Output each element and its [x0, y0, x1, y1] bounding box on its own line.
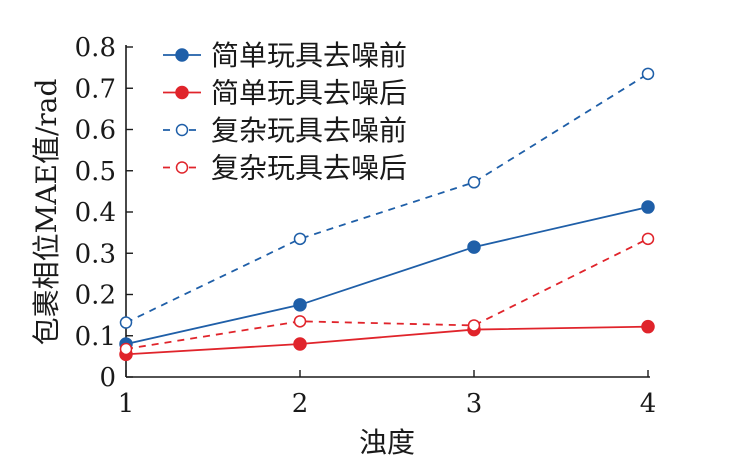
series-4 [119, 232, 655, 356]
series-line [125, 206, 649, 345]
y-tick-label: 0.5 [75, 157, 116, 187]
data-point [467, 176, 481, 189]
chart-series [119, 67, 655, 362]
x-axis-ticks: 1 2 3 4 [118, 370, 657, 419]
y-axis-ticks: 0 0.1 0.2 0.3 0.4 0.5 0.6 0.7 0.8 [75, 33, 133, 393]
y-axis-label: 包裹相位MAE值/rad [30, 79, 63, 346]
y-tick-label: 0.6 [75, 116, 116, 146]
x-tick-label: 4 [640, 389, 657, 419]
x-tick-label: 3 [466, 389, 483, 419]
x-axis-label: 浊度 [359, 426, 415, 459]
y-tick-label: 0.2 [75, 281, 116, 311]
data-point [467, 240, 481, 254]
data-point [641, 319, 655, 334]
data-point [119, 342, 133, 356]
y-tick-label: 0.1 [75, 322, 116, 352]
legend-marker [175, 48, 189, 62]
legend-entry: 复杂玩具去噪后 [163, 152, 407, 185]
data-point [293, 232, 307, 246]
legend-entry: 简单玩具去噪后 [163, 77, 407, 110]
legend-marker [175, 123, 189, 137]
series-line [125, 238, 649, 350]
series-3 [119, 67, 655, 329]
y-tick-label: 0 [99, 363, 116, 393]
series-line [125, 73, 649, 324]
data-point [293, 315, 307, 328]
x-tick-label: 1 [118, 389, 135, 419]
series-line [125, 325, 649, 356]
legend-entry: 复杂玩具去噪前 [163, 114, 407, 147]
data-point [641, 232, 655, 246]
data-point [293, 337, 307, 351]
legend-entry: 简单玩具去噪前 [163, 39, 407, 72]
y-tick-label: 0.8 [75, 33, 116, 63]
x-tick-label: 2 [292, 389, 309, 419]
legend-label: 简单玩具去噪后 [211, 77, 407, 110]
legend-label: 简单玩具去噪前 [211, 39, 407, 72]
legend-label: 复杂玩具去噪后 [211, 152, 407, 185]
y-tick-label: 0.4 [75, 198, 116, 228]
legend-marker [175, 161, 189, 174]
data-point [641, 67, 655, 81]
data-point [467, 319, 481, 332]
legend-marker [175, 85, 189, 100]
legend-label: 复杂玩具去噪前 [211, 114, 407, 147]
data-point [641, 200, 655, 214]
data-point [119, 316, 133, 329]
y-tick-label: 0.7 [75, 74, 116, 104]
y-tick-label: 0.3 [75, 239, 116, 269]
data-point [293, 298, 307, 312]
